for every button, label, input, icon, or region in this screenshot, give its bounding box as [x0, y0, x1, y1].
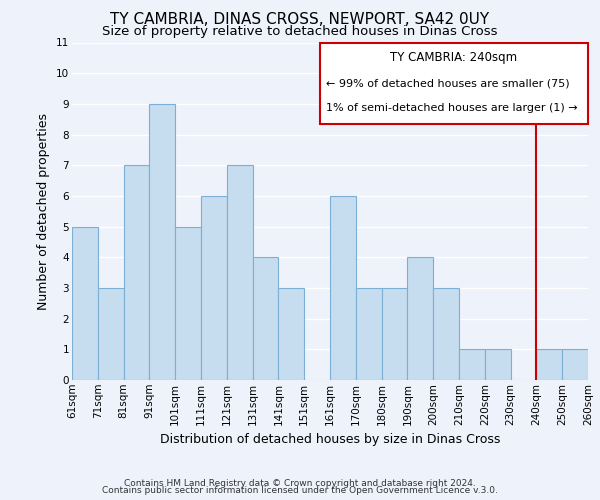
Bar — [382, 288, 407, 380]
Bar — [149, 104, 175, 380]
Text: Contains public sector information licensed under the Open Government Licence v.: Contains public sector information licen… — [102, 486, 498, 495]
Bar — [356, 288, 382, 380]
Bar — [175, 226, 201, 380]
Bar — [72, 226, 98, 380]
X-axis label: Distribution of detached houses by size in Dinas Cross: Distribution of detached houses by size … — [160, 433, 500, 446]
Y-axis label: Number of detached properties: Number of detached properties — [37, 113, 50, 310]
Bar — [253, 258, 278, 380]
Bar — [485, 350, 511, 380]
Bar — [124, 165, 149, 380]
FancyBboxPatch shape — [320, 42, 588, 124]
Bar — [278, 288, 304, 380]
Text: TY CAMBRIA: 240sqm: TY CAMBRIA: 240sqm — [390, 52, 517, 64]
Bar — [201, 196, 227, 380]
Text: TY CAMBRIA, DINAS CROSS, NEWPORT, SA42 0UY: TY CAMBRIA, DINAS CROSS, NEWPORT, SA42 0… — [110, 12, 490, 28]
Bar — [98, 288, 124, 380]
Text: ← 99% of detached houses are smaller (75): ← 99% of detached houses are smaller (75… — [326, 79, 570, 89]
Text: Size of property relative to detached houses in Dinas Cross: Size of property relative to detached ho… — [102, 25, 498, 38]
Bar — [407, 258, 433, 380]
Bar — [459, 350, 485, 380]
Bar — [536, 350, 562, 380]
Bar — [562, 350, 588, 380]
Bar — [227, 165, 253, 380]
Text: Contains HM Land Registry data © Crown copyright and database right 2024.: Contains HM Land Registry data © Crown c… — [124, 478, 476, 488]
Text: 1% of semi-detached houses are larger (1) →: 1% of semi-detached houses are larger (1… — [326, 104, 578, 114]
Bar — [433, 288, 459, 380]
Bar — [330, 196, 356, 380]
